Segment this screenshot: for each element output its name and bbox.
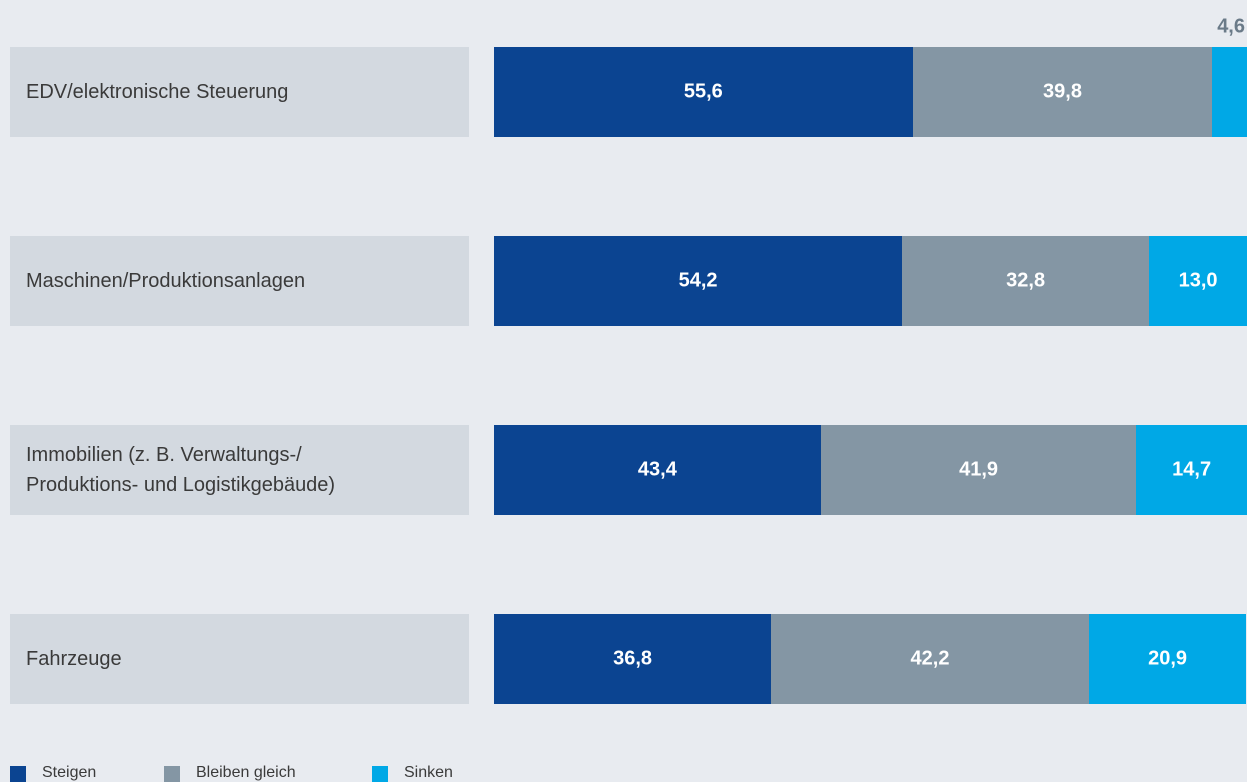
legend-label: Sinken <box>404 764 453 781</box>
bar-segment <box>820 425 1137 515</box>
bar-segment <box>1149 236 1247 326</box>
bar-segment <box>1088 614 1247 704</box>
legend-swatch <box>372 766 388 782</box>
value-label: 4,6 <box>1217 15 1245 38</box>
bar-segment <box>494 614 772 704</box>
bar-segment <box>902 236 1150 326</box>
value-label: 54,2 <box>678 269 718 292</box>
value-label: 20,9 <box>1148 647 1188 670</box>
bar-segment <box>912 47 1213 137</box>
value-label: 41,9 <box>959 458 999 481</box>
value-label: 14,7 <box>1172 458 1212 481</box>
bar-segment <box>494 425 821 515</box>
legend-swatch <box>164 766 180 782</box>
category-label: Immobilien (z. B. Verwaltungs-/ Produkti… <box>10 425 469 515</box>
category-label: EDV/elektronische Steuerung <box>10 47 469 137</box>
value-label: 32,8 <box>1006 269 1046 292</box>
value-label: 39,8 <box>1043 80 1082 103</box>
value-label: 13,0 <box>1178 269 1218 292</box>
bar-segment <box>771 614 1089 704</box>
category-label: Maschinen/Produktionsanlagen <box>10 236 469 326</box>
bar-segment <box>494 47 913 137</box>
legend-label: Steigen <box>42 764 97 781</box>
bar-segment <box>1136 425 1247 515</box>
legend-label: Bleiben gleich <box>196 764 296 781</box>
value-label: 42,2 <box>910 647 950 670</box>
value-label: 55,6 <box>683 80 723 103</box>
legend-swatch <box>10 766 26 782</box>
bar-segment <box>494 236 903 326</box>
bar-segment <box>1212 47 1247 137</box>
value-label: 36,8 <box>613 647 653 670</box>
category-label: Fahrzeuge <box>10 614 469 704</box>
value-label: 43,4 <box>637 458 677 481</box>
